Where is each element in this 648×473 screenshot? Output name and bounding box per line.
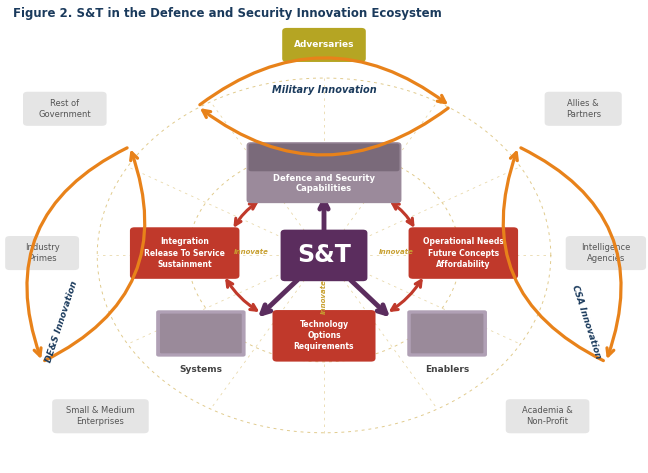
Text: Operational Needs
Future Concepts
Affordability: Operational Needs Future Concepts Afford… [423,237,503,269]
FancyBboxPatch shape [160,314,202,353]
Text: Academia &
Non-Profit: Academia & Non-Profit [522,406,573,426]
Text: Technology
Options
Requirements: Technology Options Requirements [294,320,354,351]
Text: Industry
Primes: Industry Primes [25,243,60,263]
Text: Integration
Release To Service
Sustainment: Integration Release To Service Sustainme… [145,237,225,269]
FancyBboxPatch shape [249,144,399,171]
Text: Intelligence
Agencies: Intelligence Agencies [581,243,631,263]
Text: Innovate: Innovate [234,249,269,254]
FancyArrowPatch shape [320,201,328,230]
FancyBboxPatch shape [246,142,402,203]
FancyBboxPatch shape [505,399,590,433]
FancyBboxPatch shape [5,236,79,270]
FancyBboxPatch shape [411,314,448,353]
FancyBboxPatch shape [283,28,365,62]
Text: Adversaries: Adversaries [294,40,354,50]
FancyArrowPatch shape [351,280,386,314]
FancyBboxPatch shape [566,236,646,270]
Text: Defence and Security
Capabilities: Defence and Security Capabilities [273,174,375,193]
FancyArrowPatch shape [45,153,145,360]
Text: Figure 2. S&T in the Defence and Security Innovation Ecosystem: Figure 2. S&T in the Defence and Securit… [13,7,442,20]
FancyBboxPatch shape [130,227,239,279]
FancyBboxPatch shape [544,92,621,126]
Text: Enablers: Enablers [425,365,469,374]
Text: Innovate: Innovate [379,249,414,254]
FancyBboxPatch shape [446,314,483,353]
FancyArrowPatch shape [27,148,127,356]
FancyBboxPatch shape [52,399,149,433]
FancyBboxPatch shape [23,92,106,126]
FancyBboxPatch shape [281,229,367,281]
FancyArrowPatch shape [521,148,621,356]
Text: CSA Innovation: CSA Innovation [570,284,603,359]
FancyArrowPatch shape [227,280,257,310]
Text: Small & Medium
Enterprises: Small & Medium Enterprises [66,406,135,426]
FancyBboxPatch shape [408,227,518,279]
Text: S&T: S&T [297,244,351,267]
FancyBboxPatch shape [272,310,376,361]
FancyArrowPatch shape [203,108,448,155]
FancyArrowPatch shape [235,203,256,225]
FancyArrowPatch shape [262,280,297,314]
Text: Allies &
Partners: Allies & Partners [566,99,601,119]
FancyBboxPatch shape [156,310,246,357]
FancyArrowPatch shape [391,280,421,310]
Text: Innovate: Innovate [321,279,327,314]
FancyArrowPatch shape [503,153,603,360]
FancyBboxPatch shape [200,314,242,353]
Text: Military Innovation: Military Innovation [272,85,376,95]
FancyArrowPatch shape [200,58,445,105]
Text: Systems: Systems [179,365,222,374]
FancyArrowPatch shape [393,203,413,225]
FancyBboxPatch shape [407,310,487,357]
Text: DE&S Innovation: DE&S Innovation [44,280,79,364]
Text: Rest of
Government: Rest of Government [38,99,91,119]
